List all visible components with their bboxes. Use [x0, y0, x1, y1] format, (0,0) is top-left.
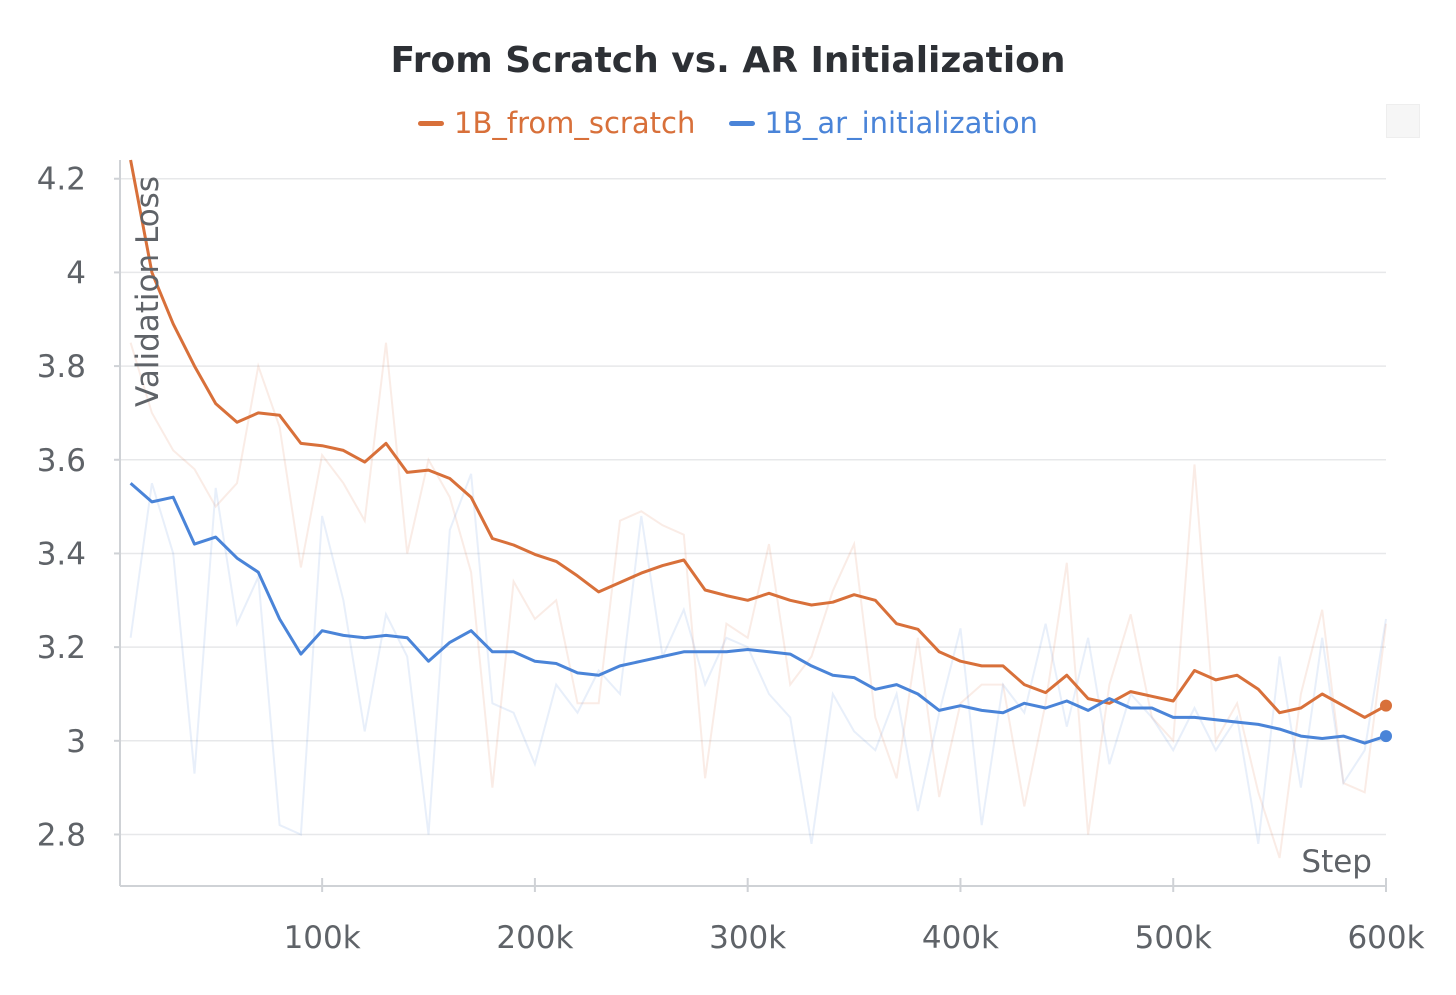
legend-label-1b-ar-initialization: 1B_ar_initialization — [764, 106, 1038, 140]
y-tick-label: 3 — [66, 724, 86, 760]
legend-swatch-1b-from-scratch — [418, 120, 445, 126]
x-tick-label: 500k — [1135, 920, 1212, 956]
series-line-1b-from-scratch — [129, 159, 1387, 719]
y-tick-label: 3.4 — [37, 536, 86, 572]
y-axis-label: Validation Loss — [130, 176, 166, 407]
raw-series-lines — [129, 342, 1387, 859]
panel-menu-button[interactable] — [1386, 104, 1420, 138]
series-line-1b-ar-initialization — [129, 482, 1387, 745]
legend-label-1b-from-scratch: 1B_from_scratch — [454, 106, 696, 140]
x-tick-label: 300k — [709, 920, 786, 956]
x-tick-label: 400k — [922, 920, 999, 956]
y-tick-label: 3.6 — [37, 443, 86, 479]
end-point-1b-from-scratch — [1380, 699, 1392, 712]
x-axis-label: Step — [1301, 844, 1372, 880]
raw-line-1b-from-scratch — [129, 342, 1387, 859]
y-tick-label: 4 — [66, 255, 86, 291]
axes — [119, 160, 1386, 887]
chart-title: From Scratch vs. AR Initialization — [390, 40, 1066, 81]
x-tick-label: 100k — [284, 920, 361, 956]
tick-labels: 2.8 3 3.2 3.4 3.6 3.8 4 4.2 100k 200k 300k 400k 500k… — [37, 162, 1425, 956]
y-tick-label: 2.8 — [37, 817, 86, 853]
raw-line-1b-ar-initialization — [129, 473, 1387, 844]
x-tick-label: 200k — [496, 920, 573, 956]
y-tick-label: 4.2 — [37, 162, 86, 198]
y-tick-label: 3.8 — [37, 349, 86, 385]
smoothed-series-lines — [129, 159, 1392, 745]
x-tick-label: 600k — [1347, 920, 1424, 956]
grid-lines — [120, 177, 1386, 836]
legend: 1B_from_scratch 1B_ar_initialization — [0, 104, 1456, 140]
y-tick-label: 3.2 — [37, 630, 86, 666]
legend-item-1b-ar-initialization[interactable]: 1B_ar_initialization — [728, 104, 1038, 140]
legend-swatch-1b-ar-initialization — [728, 120, 755, 126]
legend-item-1b-from-scratch[interactable]: 1B_from_scratch — [418, 104, 695, 140]
end-point-1b-ar-initialization — [1380, 730, 1392, 743]
